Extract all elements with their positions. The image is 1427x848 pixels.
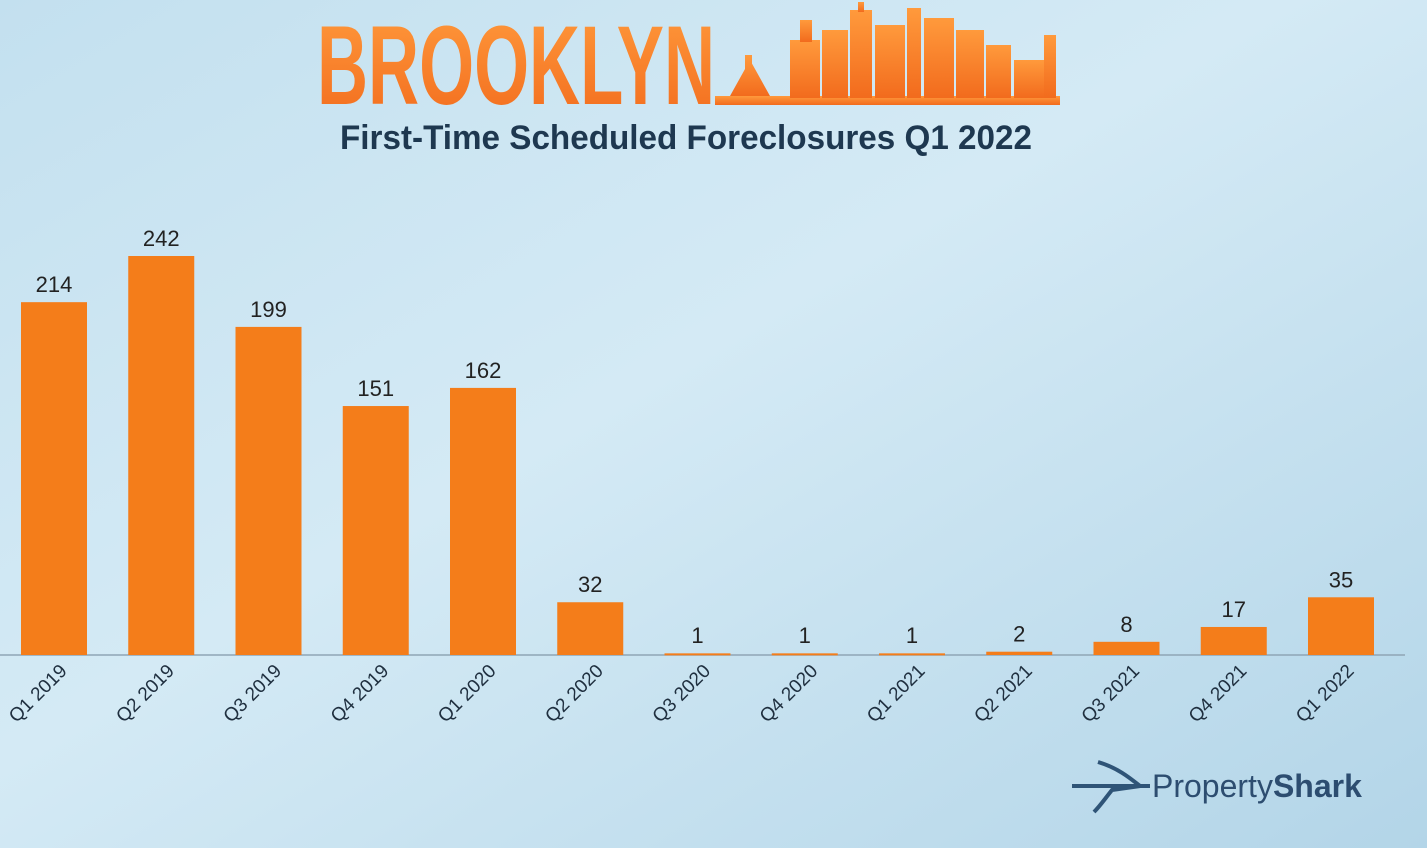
bar — [879, 653, 945, 656]
logo-text: PropertyShark — [1152, 768, 1362, 804]
chart-title: BROOKLYN — [317, 3, 715, 128]
value-label: 32 — [578, 572, 602, 597]
bar — [557, 602, 624, 655]
value-label: 35 — [1329, 567, 1353, 592]
bar — [450, 387, 516, 655]
bar — [342, 406, 409, 655]
logo-part: Shark — [1273, 768, 1362, 804]
bar — [986, 651, 1053, 655]
bar — [1093, 641, 1160, 655]
value-label: 17 — [1222, 597, 1246, 622]
value-label: 151 — [357, 376, 394, 401]
value-label: 1 — [691, 623, 703, 648]
value-label: 162 — [465, 358, 502, 383]
logo-part: Property — [1152, 768, 1273, 804]
value-label: 1 — [799, 623, 811, 648]
value-label: 214 — [36, 272, 73, 297]
value-label: 242 — [143, 226, 180, 251]
value-label: 2 — [1013, 622, 1025, 647]
bar — [771, 653, 838, 656]
brand-logo: PropertyShark — [1072, 760, 1362, 814]
bar — [1308, 597, 1374, 655]
bar — [664, 653, 731, 656]
value-label: 8 — [1120, 612, 1132, 637]
bar — [21, 302, 87, 655]
bar — [128, 256, 195, 655]
logo-icon — [1072, 760, 1150, 814]
chart-subtitle: First-Time Scheduled Foreclosures Q1 202… — [340, 119, 1032, 157]
bar — [235, 326, 302, 655]
skyline — [715, 2, 1060, 105]
value-label: 199 — [250, 297, 287, 322]
value-label: 1 — [906, 623, 918, 648]
bar — [1200, 626, 1267, 655]
